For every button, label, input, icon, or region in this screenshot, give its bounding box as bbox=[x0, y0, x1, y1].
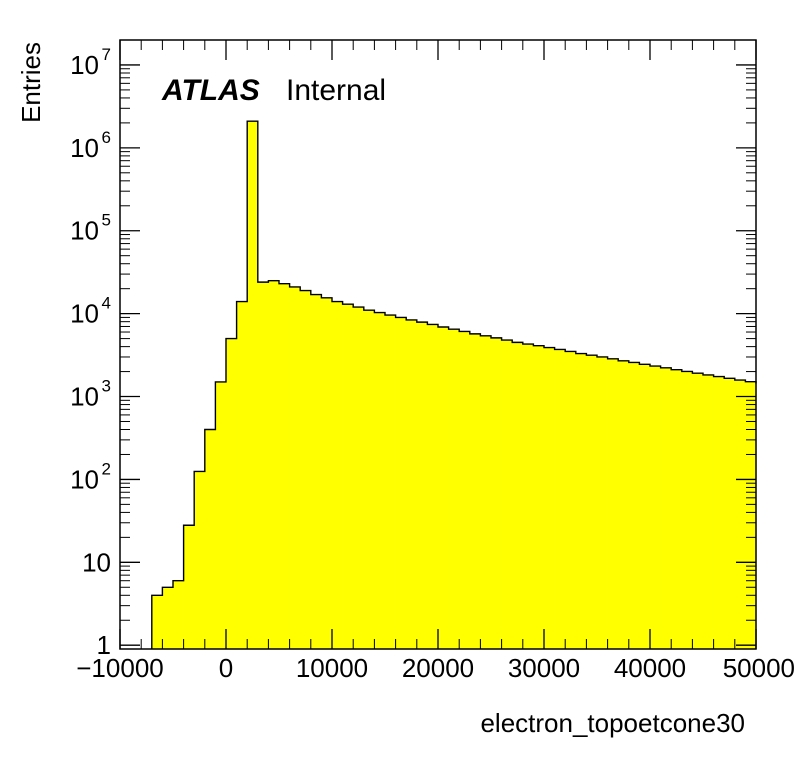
x-tick-label: 50000 bbox=[723, 653, 795, 683]
histogram-bin bbox=[332, 301, 343, 649]
x-tick-label: 10000 bbox=[296, 653, 368, 683]
histogram-bin bbox=[416, 322, 428, 649]
y-tick-exponent: 5 bbox=[102, 211, 111, 230]
atlas-label: ATLAS bbox=[161, 74, 260, 107]
histogram-bin bbox=[512, 342, 524, 649]
x-tick-label: 20000 bbox=[402, 653, 474, 683]
histogram-bins bbox=[151, 120, 757, 649]
histogram-bin bbox=[618, 360, 630, 649]
histogram-bin bbox=[469, 333, 481, 649]
histogram-bin bbox=[279, 283, 290, 649]
y-tick-label: 10 bbox=[70, 464, 99, 494]
x-tick-label: 0 bbox=[219, 653, 233, 683]
histogram-bin bbox=[671, 369, 683, 649]
x-axis-title: electron_topoetcone30 bbox=[480, 708, 745, 738]
x-axis-ticks: −10000 0 10000 20000 30000 40000 50000 bbox=[76, 40, 795, 683]
histogram-bin bbox=[438, 326, 449, 649]
histogram-bin bbox=[353, 307, 365, 649]
histogram-bin bbox=[724, 378, 736, 649]
x-tick-label: 30000 bbox=[508, 653, 580, 683]
histogram-bin bbox=[522, 344, 534, 649]
y-tick-exponent: 2 bbox=[102, 459, 111, 478]
histogram-bin bbox=[628, 362, 640, 649]
histogram-bin bbox=[151, 595, 163, 649]
histogram-bin bbox=[226, 338, 237, 649]
histogram-bin bbox=[215, 381, 227, 649]
histogram-bin bbox=[597, 356, 608, 649]
histogram-bin bbox=[533, 345, 545, 649]
y-tick-label: 10 bbox=[70, 216, 99, 246]
y-tick-label: 10 bbox=[70, 299, 99, 329]
histogram-bin bbox=[173, 580, 184, 649]
histogram-bin bbox=[650, 366, 661, 649]
histogram-bin bbox=[681, 371, 693, 649]
histogram-bin bbox=[247, 121, 259, 649]
histogram-bin bbox=[321, 297, 333, 649]
histogram-bin bbox=[310, 294, 322, 649]
x-tick-label: 40000 bbox=[614, 653, 686, 683]
histogram-bin bbox=[703, 374, 714, 649]
y-tick-label: 10 bbox=[70, 50, 99, 80]
y-tick-exponent: 6 bbox=[102, 128, 111, 147]
histogram-bin bbox=[554, 349, 566, 649]
histogram-bin bbox=[427, 324, 439, 649]
histogram-bin bbox=[162, 587, 174, 649]
histogram-bin bbox=[480, 335, 492, 649]
histogram-bin bbox=[406, 319, 418, 649]
histogram-bin bbox=[342, 304, 354, 649]
histogram-bin bbox=[734, 380, 746, 649]
histogram-bin bbox=[692, 373, 704, 649]
histogram-bin bbox=[236, 301, 248, 649]
y-tick-exponent: 3 bbox=[102, 377, 111, 396]
histogram-bin bbox=[395, 317, 407, 649]
histogram-bin bbox=[491, 337, 502, 649]
y-tick-exponent: 4 bbox=[102, 294, 111, 313]
histogram-bin bbox=[544, 347, 555, 649]
histogram-bin bbox=[660, 367, 672, 649]
histogram-bin bbox=[257, 282, 269, 649]
histogram-bin bbox=[183, 525, 195, 649]
y-axis-title: Entries bbox=[16, 42, 46, 123]
histogram-bin bbox=[745, 381, 757, 649]
histogram-bin bbox=[501, 340, 513, 649]
histogram-bin bbox=[268, 280, 280, 649]
histogram-bin bbox=[575, 353, 587, 649]
internal-label: Internal bbox=[286, 74, 386, 107]
histogram-bin bbox=[607, 358, 619, 649]
histogram-bin bbox=[448, 329, 460, 649]
histogram-bin bbox=[385, 315, 396, 649]
histogram-bin bbox=[713, 376, 725, 649]
histogram-bin bbox=[194, 471, 206, 649]
histogram-bin bbox=[204, 429, 216, 649]
histogram-bin bbox=[565, 351, 577, 649]
histogram-bin bbox=[639, 364, 651, 649]
y-tick-label: 10 bbox=[70, 382, 99, 412]
x-tick-label: −10000 bbox=[76, 653, 163, 683]
histogram-bin bbox=[363, 310, 375, 649]
y-tick-label: 10 bbox=[82, 547, 111, 577]
histogram-bin bbox=[300, 290, 312, 649]
histogram-bin bbox=[289, 286, 301, 649]
histogram-outline bbox=[151, 120, 757, 649]
histogram-bin bbox=[374, 312, 386, 649]
histogram-bin bbox=[586, 355, 598, 649]
histogram-bin bbox=[459, 331, 471, 649]
y-tick-label: 1 bbox=[97, 630, 111, 660]
y-tick-label: 10 bbox=[70, 133, 99, 163]
y-tick-exponent: 7 bbox=[102, 45, 111, 64]
